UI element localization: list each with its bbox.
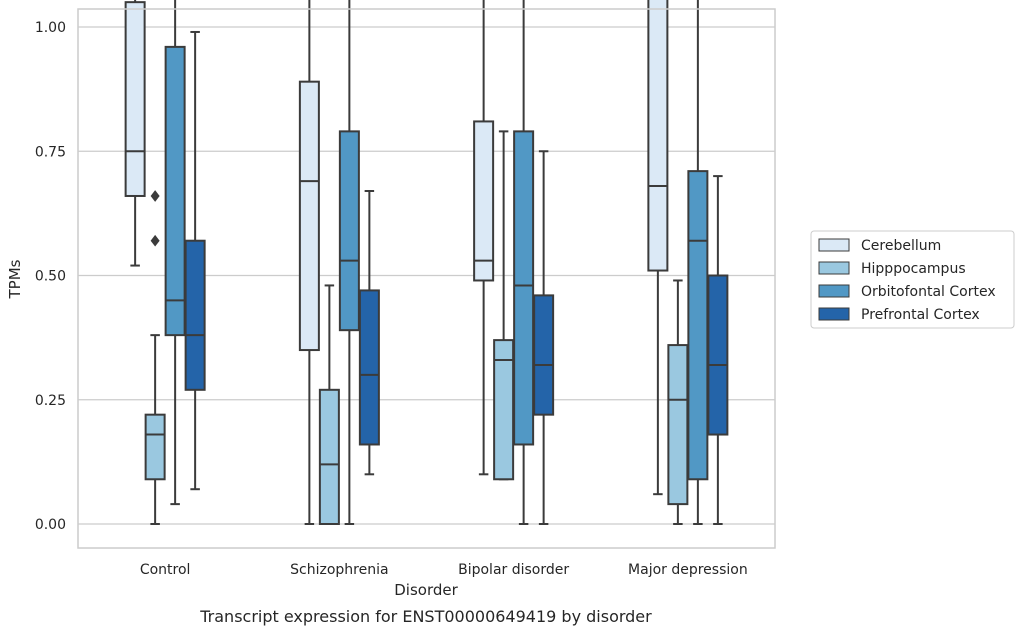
box-iqr xyxy=(318,388,340,525)
box-cerebellum-1 xyxy=(298,0,320,525)
box-iqr xyxy=(707,274,729,436)
legend-swatch xyxy=(818,261,850,275)
legend-swatch xyxy=(818,307,850,321)
y-tick-label: 0.00 xyxy=(35,517,66,533)
box-orbitofontal-cortex-2 xyxy=(513,0,535,525)
legend-label: Orbitofontal Cortex xyxy=(861,284,996,300)
box-iqr xyxy=(144,413,166,481)
box-prefrontal-cortex-3 xyxy=(707,175,729,525)
legend: Cerebellum Hipppocampus Orbitofontal Corte… xyxy=(810,230,1015,329)
box-iqr xyxy=(298,80,320,352)
plot-frame xyxy=(77,8,776,549)
x-tick-labels: Control Schizophrenia Bipolar disorder Majo… xyxy=(140,562,748,578)
legend-swatch xyxy=(818,238,850,252)
x-tick-label: Major depression xyxy=(628,562,748,578)
box-cerebellum-3 xyxy=(647,0,669,496)
box-hipppocampus-1 xyxy=(318,284,340,525)
box-iqr xyxy=(184,239,206,391)
box-iqr xyxy=(533,294,555,416)
box-hipppocampus-3 xyxy=(667,279,689,525)
x-axis-label: Disorder xyxy=(394,581,458,599)
y-tick-label: 0.50 xyxy=(35,269,66,285)
x-tick-label: Schizophrenia xyxy=(290,562,388,578)
legend-swatch xyxy=(818,284,850,298)
box-cerebellum-2 xyxy=(473,0,495,476)
box-cerebellum-0 xyxy=(124,0,146,267)
box-orbitofontal-cortex-1 xyxy=(338,0,360,525)
outlier-point xyxy=(150,234,160,247)
legend-label: Hipppocampus xyxy=(861,261,966,277)
y-tick-label: 0.25 xyxy=(35,393,66,409)
box-iqr xyxy=(647,0,669,272)
box-hipppocampus-2 xyxy=(493,130,515,481)
box-orbitofontal-cortex-3 xyxy=(687,0,709,525)
box-iqr xyxy=(667,344,689,506)
box-hipppocampus-0 xyxy=(144,190,166,525)
legend-frame xyxy=(810,230,1015,329)
legend-label: Cerebellum xyxy=(861,238,941,254)
box-iqr xyxy=(358,289,380,446)
box-prefrontal-cortex-1 xyxy=(358,190,380,476)
x-tick-label: Bipolar disorder xyxy=(458,562,569,578)
y-tick-labels: 0.000.250.500.751.001.251.501.752.00 xyxy=(35,20,66,533)
box-prefrontal-cortex-0 xyxy=(184,30,206,491)
box-iqr xyxy=(338,130,360,332)
y-tick-label: 0.75 xyxy=(35,144,66,160)
y-axis-label: TPMs xyxy=(6,259,24,299)
y-tick-label: 1.00 xyxy=(35,20,66,36)
box-iqr xyxy=(124,1,146,197)
box-plots xyxy=(124,0,729,525)
box-iqr xyxy=(473,120,495,282)
outlier-point xyxy=(150,190,160,202)
box-iqr xyxy=(513,130,535,446)
x-tick-label: Control xyxy=(140,562,191,578)
box-orbitofontal-cortex-0 xyxy=(164,0,186,506)
box-prefrontal-cortex-2 xyxy=(533,150,555,525)
box-iqr xyxy=(687,170,709,481)
legend-label: Prefrontal Cortex xyxy=(861,307,980,323)
box-iqr xyxy=(164,45,186,337)
chart-caption: Transcript expression for ENST0000064941… xyxy=(199,607,652,626)
